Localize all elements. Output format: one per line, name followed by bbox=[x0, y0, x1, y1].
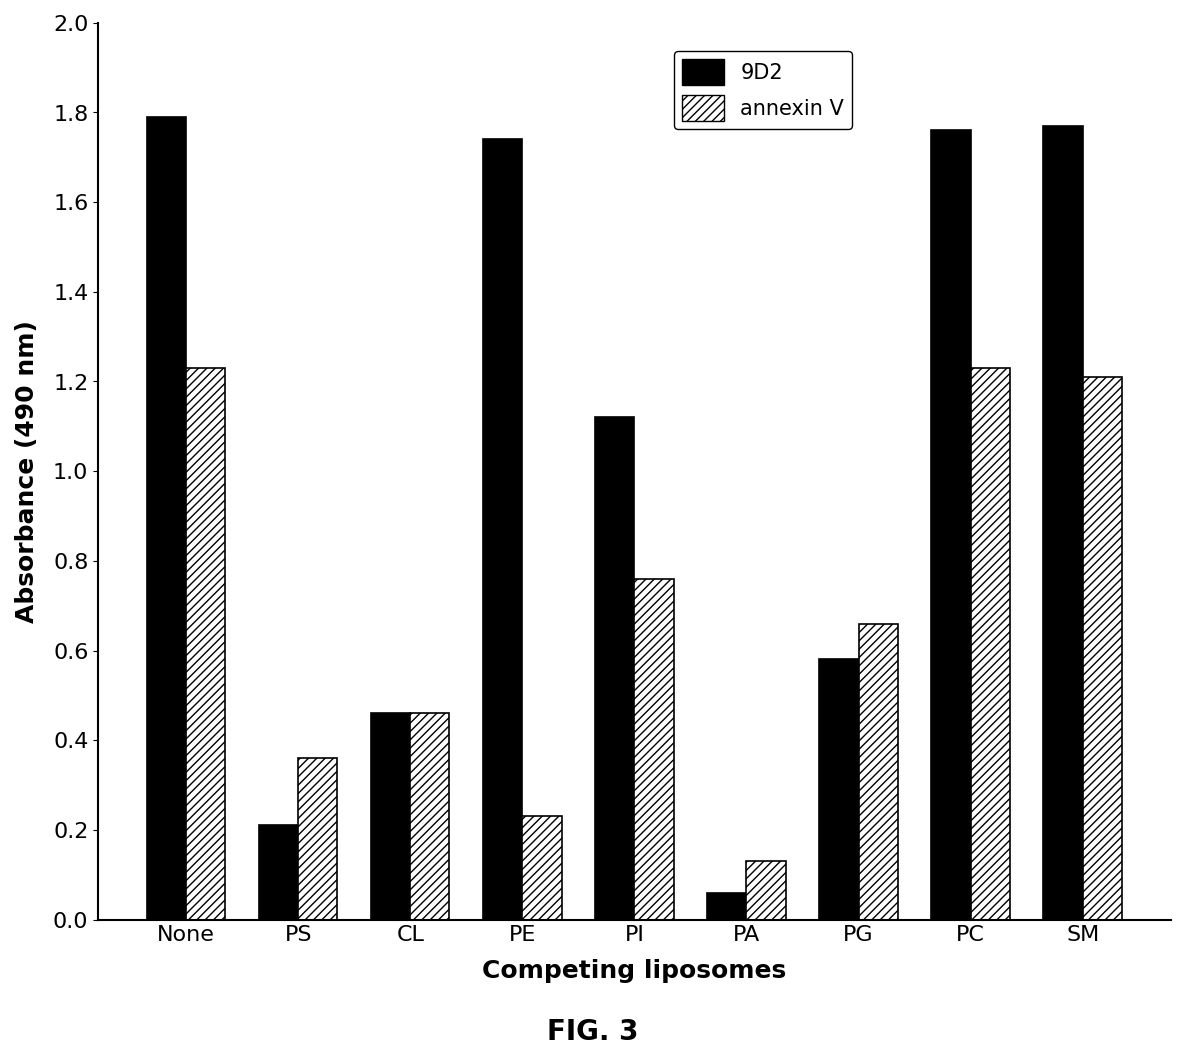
Bar bbox=[1043, 126, 1082, 920]
Bar bbox=[706, 892, 747, 920]
Bar bbox=[410, 713, 449, 920]
Bar bbox=[1082, 377, 1121, 920]
Text: FIG. 3: FIG. 3 bbox=[546, 1017, 639, 1046]
Bar bbox=[482, 140, 523, 920]
X-axis label: Competing liposomes: Competing liposomes bbox=[482, 958, 786, 982]
Y-axis label: Absorbance (490 nm): Absorbance (490 nm) bbox=[15, 320, 39, 623]
Bar bbox=[931, 131, 971, 920]
Bar bbox=[147, 117, 186, 920]
Bar bbox=[186, 368, 225, 920]
Bar bbox=[634, 579, 673, 920]
Legend: 9D2, annexin V: 9D2, annexin V bbox=[673, 51, 852, 129]
Bar bbox=[595, 418, 634, 920]
Bar bbox=[258, 825, 297, 920]
Bar bbox=[971, 368, 1010, 920]
Bar bbox=[858, 624, 897, 920]
Bar bbox=[523, 817, 562, 920]
Bar bbox=[747, 862, 786, 920]
Bar bbox=[297, 759, 338, 920]
Bar bbox=[371, 713, 410, 920]
Bar bbox=[819, 660, 858, 920]
